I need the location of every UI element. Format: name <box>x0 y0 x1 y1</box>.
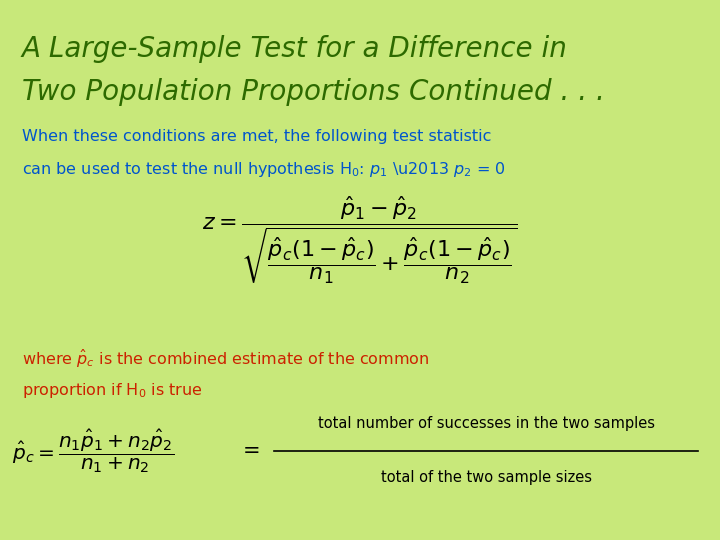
Text: can be used to test the null hypothesis H$_0$: $p_1$ \u2013 $p_2$ = 0: can be used to test the null hypothesis … <box>22 160 505 179</box>
Text: total number of successes in the two samples: total number of successes in the two sam… <box>318 416 654 431</box>
Text: $\hat{p}_c = \dfrac{n_1\hat{p}_1 + n_2\hat{p}_2}{n_1 + n_2}$: $\hat{p}_c = \dfrac{n_1\hat{p}_1 + n_2\h… <box>12 427 175 475</box>
Text: A Large-Sample Test for a Difference in: A Large-Sample Test for a Difference in <box>22 35 567 63</box>
Text: total of the two sample sizes: total of the two sample sizes <box>380 470 592 485</box>
Text: When these conditions are met, the following test statistic: When these conditions are met, the follo… <box>22 129 491 144</box>
Text: $z = \dfrac{\hat{p}_1 - \hat{p}_2}{\sqrt{\dfrac{\hat{p}_c(1-\hat{p}_c)}{n_1} + \: $z = \dfrac{\hat{p}_1 - \hat{p}_2}{\sqrt… <box>202 194 518 286</box>
Text: Two Population Proportions Continued . . .: Two Population Proportions Continued . .… <box>22 78 605 106</box>
Text: =: = <box>243 441 261 461</box>
Text: where $\hat{p}_c$ is the combined estimate of the common: where $\hat{p}_c$ is the combined estima… <box>22 348 429 370</box>
Text: proportion if H$_0$ is true: proportion if H$_0$ is true <box>22 381 202 400</box>
